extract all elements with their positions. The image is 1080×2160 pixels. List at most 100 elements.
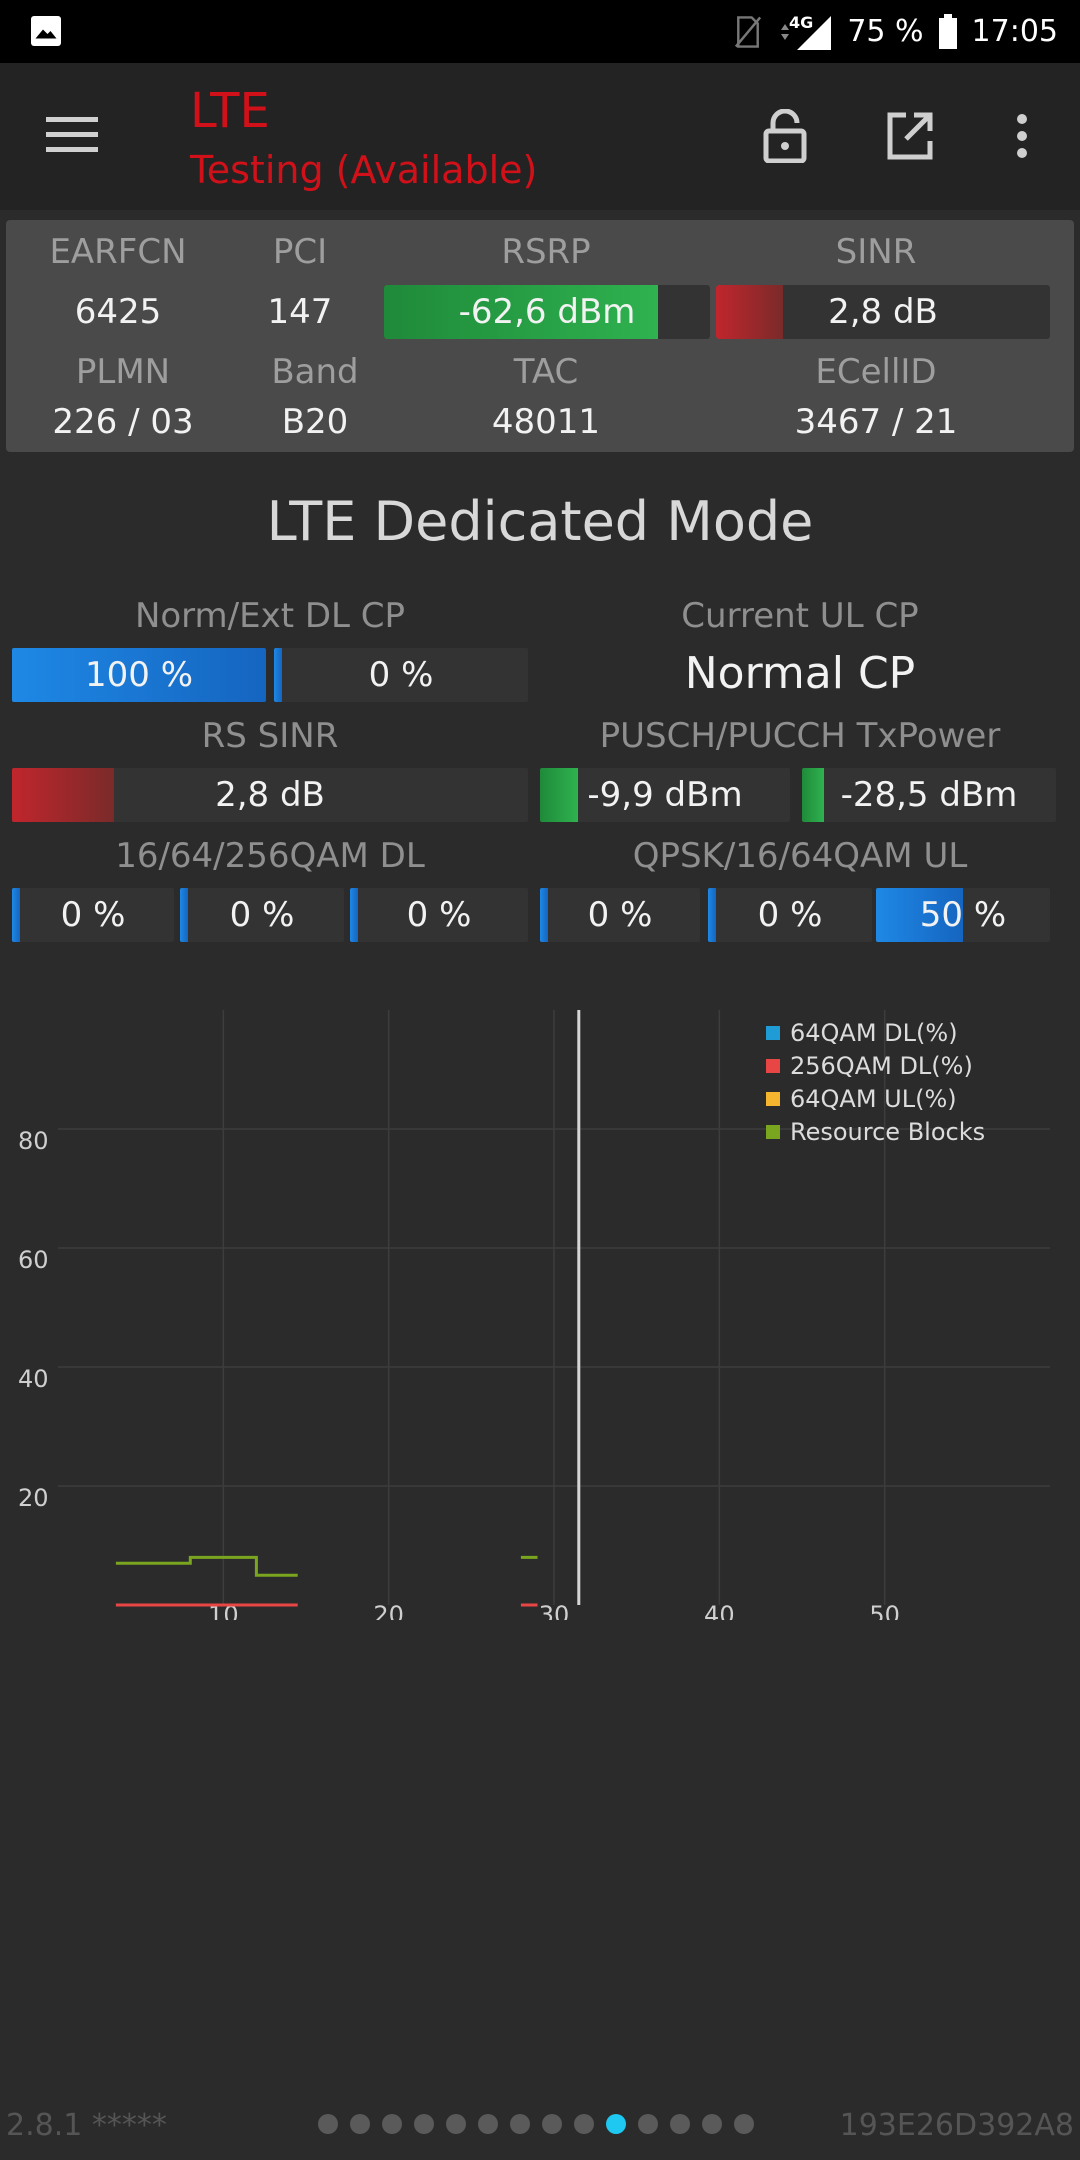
legend-item: Resource Blocks <box>766 1115 985 1148</box>
status-bar: 4G 75 % 17:05 <box>0 0 1080 63</box>
legend-item: 64QAM UL(%) <box>766 1082 985 1115</box>
battery-percent: 75 % <box>847 14 924 49</box>
rs-sinr-label: RS SINR <box>201 716 339 756</box>
qpsk-ul-bar-fill <box>540 888 548 942</box>
earfcn-label: EARFCN <box>49 232 187 272</box>
current-ul-cp-value: Normal CP <box>684 648 916 699</box>
rs-sinr-bar-fill <box>12 768 114 822</box>
hamburger-menu-icon[interactable] <box>46 113 98 157</box>
qam64-dl-value: 0 % <box>229 895 295 935</box>
app-toolbar: LTE Testing (Available) <box>0 63 1080 210</box>
page-subtitle: Testing (Available) <box>190 148 538 192</box>
lock-open-icon[interactable] <box>760 109 810 163</box>
signal-icon: 4G <box>781 13 832 50</box>
y-tick-label: 40 <box>18 1365 49 1393</box>
rs-sinr-value: 2,8 dB <box>215 775 325 815</box>
norm-cp-value: 100 % <box>84 655 193 695</box>
app-version: 2.8.1 ***** <box>6 2108 167 2143</box>
series-line-resource-blocks <box>115 1555 538 1577</box>
more-options-icon[interactable] <box>1000 109 1044 163</box>
page-dot[interactable] <box>574 2114 594 2134</box>
page-dot[interactable] <box>542 2114 562 2134</box>
page-dot[interactable] <box>510 2114 530 2134</box>
x-tick-label: 20 <box>373 1601 404 1620</box>
legend-swatch <box>766 1124 780 1139</box>
pucch-power-value: -28,5 dBm <box>840 775 1018 815</box>
legend-label: Resource Blocks <box>790 1117 986 1146</box>
pci-label: PCI <box>272 232 328 272</box>
page-dot[interactable] <box>382 2114 402 2134</box>
ext-cp-bar: 0 % <box>274 648 528 702</box>
y-tick-label: 80 <box>18 1127 49 1155</box>
qam-ul-label: QPSK/16/64QAM UL <box>632 836 968 876</box>
qpsk-ul-bar: 0 % <box>540 888 700 942</box>
earfcn-value: 6425 <box>74 292 162 332</box>
pci-value: 147 <box>267 292 333 332</box>
page-title: LTE <box>190 83 270 139</box>
page-dot[interactable] <box>350 2114 370 2134</box>
pusch-power-bar: -9,9 dBm <box>540 768 790 822</box>
pusch-power-value: -9,9 dBm <box>587 775 743 815</box>
qam16-dl-bar: 0 % <box>12 888 174 942</box>
band-value: B20 <box>281 402 349 442</box>
page-dot[interactable] <box>734 2114 754 2134</box>
page-dot[interactable] <box>670 2114 690 2134</box>
page-dot[interactable] <box>702 2114 722 2134</box>
ext-cp-bar-fill <box>274 648 282 702</box>
legend-item: 256QAM DL(%) <box>766 1049 985 1082</box>
norm-cp-bar-fill <box>12 648 266 702</box>
page-dot[interactable] <box>318 2114 338 2134</box>
image-notification-icon <box>31 16 61 46</box>
current-ul-cp-label: Current UL CP <box>681 596 919 636</box>
page-dot[interactable] <box>446 2114 466 2134</box>
ext-cp-value: 0 % <box>368 655 434 695</box>
legend-label: 64QAM DL(%) <box>790 1018 958 1047</box>
qam16-ul-bar: 0 % <box>708 888 872 942</box>
qam256-dl-bar-fill <box>350 888 358 942</box>
page-dot[interactable] <box>414 2114 434 2134</box>
page-dot[interactable] <box>478 2114 498 2134</box>
tac-label: TAC <box>513 352 579 392</box>
sinr-bar-fill <box>716 285 783 339</box>
qam64-dl-bar-fill <box>180 888 188 942</box>
qam64-dl-bar: 0 % <box>180 888 344 942</box>
y-tick-label: 20 <box>18 1484 49 1512</box>
qam64-ul-bar-fill <box>876 888 963 942</box>
x-tick-label: 30 <box>539 1601 570 1620</box>
ecellid-label: ECellID <box>815 352 937 392</box>
no-sim-icon <box>735 15 762 48</box>
rsrp-value: -62,6 dBm <box>458 292 636 332</box>
norm-cp-bar: 100 % <box>12 648 266 702</box>
pusch-power-bar-fill <box>540 768 578 822</box>
legend-label: 64QAM UL(%) <box>790 1084 957 1113</box>
qam16-ul-bar-fill <box>708 888 716 942</box>
qam64-ul-value: 50 % <box>919 895 1007 935</box>
page-dot[interactable] <box>638 2114 658 2134</box>
battery-icon <box>938 13 957 49</box>
open-external-icon[interactable] <box>884 109 934 163</box>
x-tick-label: 50 <box>869 1601 900 1620</box>
network-type: 4G <box>789 13 813 32</box>
rsrp-bar-fill <box>384 285 658 339</box>
sinr-bar: 2,8 dB <box>716 285 1050 339</box>
qam16-dl-bar-fill <box>12 888 20 942</box>
chart-legend: 64QAM DL(%) 256QAM DL(%) 64QAM UL(%) Resour… <box>766 1016 985 1148</box>
x-tick-label: 40 <box>704 1601 735 1620</box>
rsrp-bar: -62,6 dBm <box>384 285 710 339</box>
qam-dl-label: 16/64/256QAM DL <box>115 836 425 876</box>
pucch-power-bar: -28,5 dBm <box>802 768 1056 822</box>
legend-swatch <box>766 1025 780 1040</box>
y-tick-label: 60 <box>18 1246 49 1274</box>
legend-swatch <box>766 1091 780 1106</box>
legend-item: 64QAM DL(%) <box>766 1016 985 1049</box>
page-dot-active[interactable] <box>606 2114 626 2134</box>
qpsk-ul-value: 0 % <box>587 895 653 935</box>
qam256-dl-value: 0 % <box>406 895 472 935</box>
band-label: Band <box>271 352 359 392</box>
txpower-label: PUSCH/PUCCH TxPower <box>599 716 1001 756</box>
qam256-dl-bar: 0 % <box>350 888 528 942</box>
legend-swatch <box>766 1058 780 1073</box>
legend-label: 256QAM DL(%) <box>790 1051 973 1080</box>
